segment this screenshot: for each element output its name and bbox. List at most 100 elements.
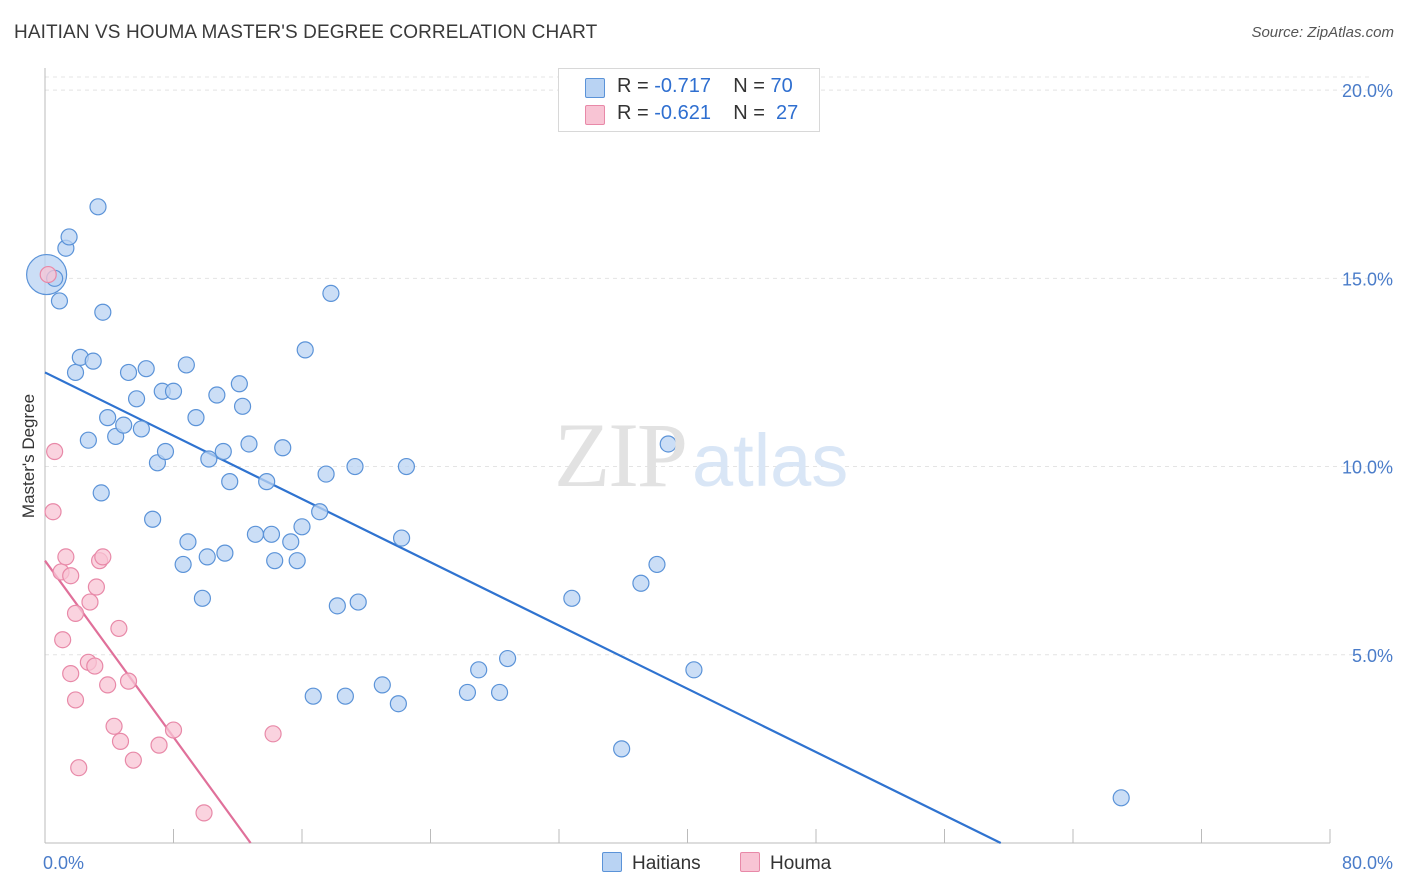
- chart-title: HAITIAN VS HOUMA MASTER'S DEGREE CORRELA…: [14, 22, 598, 43]
- y-tick-label: 10.0%: [1342, 458, 1393, 478]
- gridlines: [45, 76, 1370, 656]
- point-haitians: [200, 450, 218, 468]
- legend-item-houma[interactable]: Houma: [740, 852, 831, 875]
- point-haitians: [1112, 789, 1130, 807]
- point-houma: [110, 619, 128, 638]
- point-haitians: [99, 409, 117, 427]
- point-houma: [70, 759, 88, 777]
- axes: [44, 68, 1331, 844]
- point-houma: [57, 548, 75, 566]
- point-haitians: [470, 661, 488, 679]
- legend-r-value: -0.717: [654, 75, 711, 97]
- point-haitians: [397, 457, 416, 476]
- point-haitians: [127, 390, 146, 408]
- point-haitians: [137, 360, 155, 378]
- houma-label: Houma: [770, 853, 832, 874]
- point-haitians: [304, 687, 322, 705]
- point-haitians: [132, 420, 150, 438]
- legend-r-value: -0.621: [654, 102, 711, 124]
- point-houma: [264, 725, 282, 743]
- point-haitians: [60, 228, 78, 246]
- point-haitians: [246, 525, 265, 543]
- point-haitians: [174, 555, 192, 574]
- point-haitians: [317, 465, 335, 483]
- point-houma: [111, 732, 130, 750]
- point-haitians: [282, 533, 300, 551]
- point-haitians: [214, 442, 232, 461]
- point-haitians: [233, 397, 252, 415]
- point-haitians: [311, 503, 329, 521]
- legend-n-value: 27: [776, 102, 799, 124]
- point-houma: [99, 676, 117, 694]
- point-haitians: [563, 589, 581, 607]
- point-houma: [195, 804, 213, 822]
- point-haitians: [50, 292, 69, 310]
- x-tick-label: 80.0%: [1342, 853, 1393, 873]
- point-haitians: [336, 687, 354, 705]
- point-houma: [39, 265, 57, 284]
- stats-legend: R = -0.717 N = 70 R = -0.621 N = 27: [558, 68, 820, 132]
- point-houma: [87, 578, 106, 596]
- data-points: [26, 198, 1130, 822]
- point-haitians: [208, 386, 226, 404]
- point-haitians: [499, 649, 517, 668]
- point-haitians: [177, 356, 195, 374]
- legend-n-label: N =: [733, 102, 765, 124]
- legend-swatch-houma: [585, 105, 605, 125]
- x-tick-label: 0.0%: [43, 853, 84, 873]
- point-haitians: [328, 597, 346, 615]
- point-haitians: [288, 552, 306, 570]
- point-haitians: [115, 416, 133, 434]
- trendline-haitians: [44, 371, 1002, 844]
- point-haitians: [490, 683, 509, 702]
- point-haitians: [187, 409, 205, 427]
- haitians-label: Haitians: [632, 853, 701, 874]
- point-houma: [94, 548, 112, 566]
- legend-item-haitians[interactable]: Haitians: [602, 852, 701, 875]
- point-haitians: [84, 352, 102, 370]
- point-haitians: [198, 548, 216, 566]
- point-houma: [119, 672, 138, 690]
- point-haitians: [79, 431, 97, 449]
- point-haitians: [274, 439, 292, 457]
- point-houma: [62, 567, 80, 585]
- point-houma: [66, 691, 85, 709]
- watermark: ZIPatlas: [554, 402, 848, 508]
- point-haitians: [230, 375, 248, 393]
- point-houma: [44, 503, 62, 521]
- point-haitians: [373, 676, 391, 694]
- point-haitians: [685, 661, 703, 679]
- point-houma: [81, 593, 99, 611]
- point-haitians: [92, 484, 110, 502]
- haitians-swatch: [602, 852, 622, 872]
- point-haitians: [240, 435, 258, 453]
- y-axis-label: Master's Degree: [19, 394, 38, 518]
- y-tick-label: 15.0%: [1342, 269, 1393, 289]
- point-haitians: [258, 473, 276, 491]
- point-haitians: [94, 303, 112, 321]
- point-haitians: [193, 589, 212, 607]
- legend-n-value: 70: [770, 75, 793, 97]
- trend-lines: [44, 371, 1002, 844]
- watermark-atlas: atlas: [692, 419, 849, 502]
- tick-labels: 5.0% 10.0% 15.0% 20.0% 0.0% 80.0%: [43, 81, 1393, 873]
- point-haitians: [164, 382, 183, 400]
- point-haitians: [293, 518, 311, 536]
- point-haitians: [221, 473, 239, 491]
- point-haitians: [392, 529, 411, 547]
- point-houma: [150, 736, 168, 754]
- point-haitians: [296, 341, 314, 359]
- watermark-zip: ZIP: [554, 404, 688, 506]
- point-houma: [62, 665, 80, 683]
- point-haitians: [322, 284, 340, 302]
- point-haitians: [613, 740, 631, 758]
- houma-swatch: [740, 852, 760, 872]
- point-haitians: [262, 525, 281, 543]
- point-haitians: [144, 510, 162, 528]
- point-haitians: [632, 574, 650, 592]
- point-haitians: [349, 593, 367, 611]
- source-label: Source: ZipAtlas.com: [1251, 24, 1394, 41]
- point-houma: [46, 442, 64, 461]
- point-haitians: [119, 363, 138, 382]
